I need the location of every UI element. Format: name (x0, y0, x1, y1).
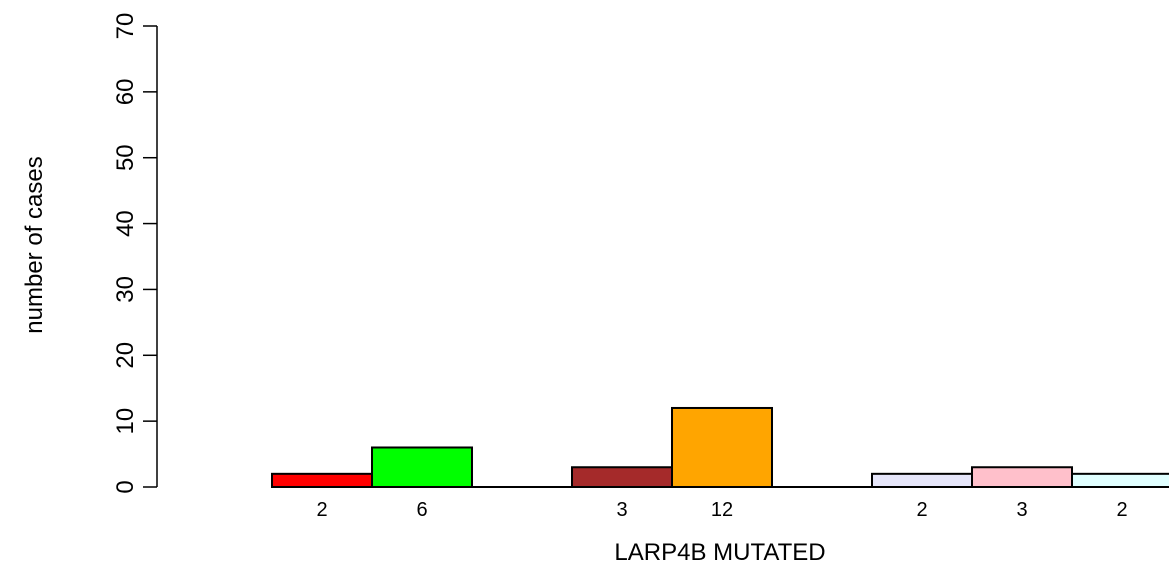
bar (871, 472, 973, 489)
y-tick-label: 10 (112, 408, 139, 435)
bar-count-label: 3 (1016, 499, 1027, 521)
y-tick-label: 30 (112, 276, 139, 303)
x-axis-title: LARP4B MUTATED (614, 539, 825, 566)
bar-count-label: 3 (616, 499, 627, 521)
y-tick-label: 0 (112, 480, 139, 493)
bar (571, 466, 673, 489)
bar (371, 446, 473, 489)
bar (671, 406, 773, 489)
bar-count-label: 12 (711, 499, 733, 521)
bar (271, 472, 373, 489)
y-tick-label: 50 (112, 144, 139, 171)
count-labels-layer: 2 6 3 12 2 3 2 (316, 499, 1127, 521)
bar-count-label: 2 (916, 499, 927, 521)
bar-count-label: 2 (1116, 499, 1127, 521)
bar (1071, 472, 1169, 489)
y-tick-label: 40 (112, 210, 139, 237)
y-tick-label: 20 (112, 342, 139, 369)
y-tick-label: 60 (112, 79, 139, 106)
bar (971, 466, 1073, 489)
bars-layer (271, 406, 1169, 489)
y-axis: 0 10 20 30 40 50 60 70 (112, 13, 158, 494)
y-axis-title: number of cases (21, 156, 48, 333)
y-tick-label: 70 (112, 13, 139, 40)
bar-count-label: 2 (316, 499, 327, 521)
bar-count-label: 6 (416, 499, 427, 521)
